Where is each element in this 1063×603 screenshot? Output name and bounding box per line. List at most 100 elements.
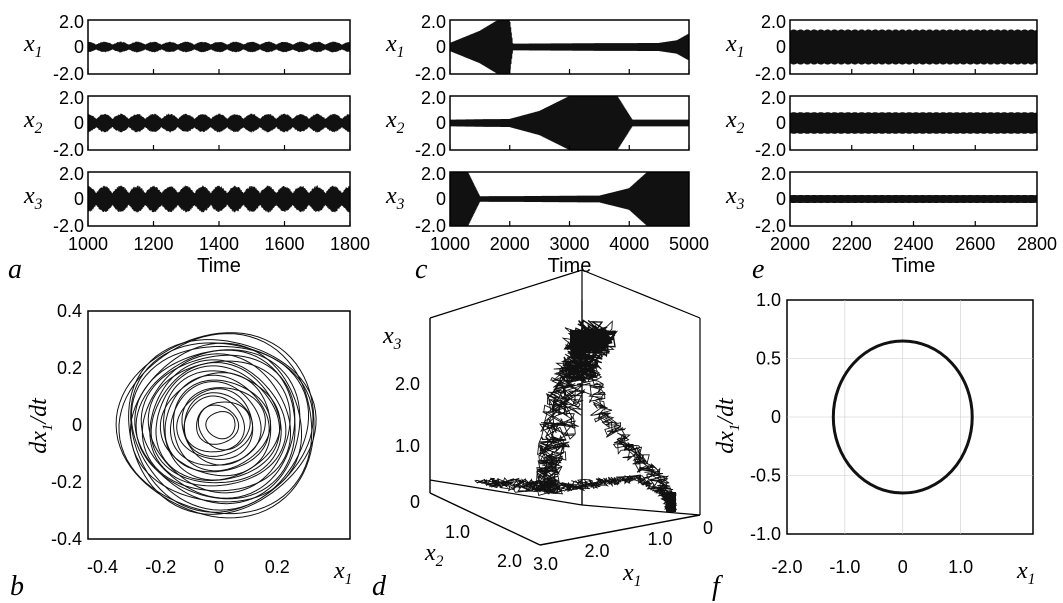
x1-tick-label: 1.0 [647, 529, 672, 549]
y-tick-label: 0 [776, 189, 786, 209]
attractor-dense-end [666, 492, 676, 512]
x-tick-label: -2.0 [771, 557, 802, 577]
signal-trace [789, 29, 1038, 65]
trajectory-ring [135, 349, 296, 500]
y-tick-label: 2.0 [761, 164, 786, 184]
trajectory-ring [129, 342, 302, 503]
box-edge [429, 479, 583, 506]
signal-trace [449, 171, 690, 227]
signal-trace [449, 95, 690, 151]
y-tick-label: 2.0 [59, 88, 84, 108]
x1-tick-label: 3.0 [533, 554, 558, 574]
trajectory-ring [197, 401, 251, 451]
x2-axis [429, 492, 541, 546]
trajectory-ring [155, 365, 281, 482]
panel-e-row-x1: 2.0 0 -2.0 x1 [725, 12, 1038, 84]
y-tick-label: 0 [74, 37, 84, 57]
series-label: x2 [725, 107, 745, 137]
y-tick-label: 0 [74, 113, 84, 133]
x-tick-label: 0 [214, 557, 224, 577]
y-tick-label: 2.0 [421, 164, 446, 184]
panel-f: -2.0 -1.0 0 1.0 1.0 0.5 0 -0.5 -1.0 x1 dx1/dt f [712, 290, 1035, 602]
y-tick-label: -0.4 [51, 529, 82, 549]
y-tick-label: -2.0 [755, 216, 786, 236]
x-tick-label: 0 [898, 557, 908, 577]
box-edge [581, 269, 701, 319]
panel-d: x3 2.0 1.0 0 1.0 2.0 x2 3.0 2.0 1.0 0 x1 d [372, 269, 713, 602]
x-tick-label: 1400 [199, 234, 239, 254]
y-tick-label: 0.2 [57, 358, 82, 378]
signal-trace [87, 113, 351, 133]
attractor-sheet [474, 474, 677, 502]
y-tick-label: 0 [74, 189, 84, 209]
panel-letter: b [10, 571, 24, 602]
panel-letter: d [372, 571, 387, 602]
attractor-dense-block [570, 330, 606, 348]
attractor-arm [588, 359, 678, 514]
y-tick-label: 0 [771, 407, 781, 427]
panel-a-row-x3: 2.0 0 -2.0 x3 [23, 164, 351, 236]
y-tick-label: 0 [72, 415, 82, 435]
y-tick-label: 2.0 [59, 164, 84, 184]
x-axis-label: Time [197, 255, 241, 277]
x-tick-label: -1.0 [829, 557, 860, 577]
x-tick-label: 2000 [490, 234, 530, 254]
x1-axis-label: x1 [622, 560, 641, 590]
trajectory-ring [128, 339, 317, 515]
y-tick-label: -2.0 [755, 64, 786, 84]
series-label: x3 [725, 183, 745, 213]
x-axis-label: Time [892, 255, 936, 277]
signal-trace [789, 194, 1038, 204]
panel-e-row-x3: 2.0 0 -2.0 x3 [725, 164, 1038, 236]
panel-b: -0.4 -0.2 0 0.2 0.4 0.2 0 -0.2 -0.4 x1 dx1/dt b [10, 301, 352, 602]
y-tick-label: 0.5 [756, 349, 781, 369]
x-tick-label: 2000 [770, 234, 810, 254]
panel-e: 2.0 0 -2.0 x1 2.0 0 -2.0 x2 2.0 0 -2.0 x3 2000 2200 24… [725, 12, 1057, 285]
x-tick-label: 1000 [68, 234, 108, 254]
panel-a-row-x2: 2.0 0 -2.0 x2 [23, 88, 351, 160]
series-label: x1 [725, 31, 744, 61]
x-axis-label: Time [548, 255, 592, 277]
panel-letter: c [415, 254, 428, 285]
trajectory-ring [183, 392, 253, 457]
x-tick-label: 0.2 [265, 557, 290, 577]
x-tick-label: 1200 [133, 234, 173, 254]
panel-letter: f [712, 571, 723, 602]
panel-c-row-x1: 2.0 0 -2.0 x1 [385, 12, 690, 84]
series-label: x3 [385, 183, 405, 213]
x-tick-label: 1800 [330, 234, 370, 254]
y-tick-label: -0.5 [750, 466, 781, 486]
trajectory-ring [140, 354, 296, 499]
y-tick-label: -0.2 [51, 472, 82, 492]
x-tick-label: 1600 [264, 234, 304, 254]
panel-letter: e [752, 254, 764, 285]
panel-c-row-x2: 2.0 0 -2.0 x2 [385, 88, 690, 160]
signal-trace [789, 112, 1038, 134]
y-tick-label: -2.0 [53, 140, 84, 160]
x-tick-label: -0.4 [87, 557, 118, 577]
y-tick-label: -2.0 [53, 216, 84, 236]
z-tick-label: 2.0 [395, 374, 420, 394]
z-tick-label: 0 [410, 492, 420, 512]
trajectory-ring [205, 411, 236, 440]
y-tick-label: 0 [436, 37, 446, 57]
x2-tick-label: 2.0 [497, 551, 522, 571]
series-label: x1 [23, 31, 42, 61]
limit-cycle [831, 339, 974, 495]
x-tick-label: 3000 [549, 234, 589, 254]
y-tick-label: -2.0 [415, 140, 446, 160]
trajectory-ring [170, 381, 262, 466]
z-axis-label: x3 [382, 323, 402, 353]
panel-a-row-x1: 2.0 0 -2.0 x1 [23, 12, 351, 84]
y-tick-label: 0 [776, 113, 786, 133]
trajectory-ring [115, 332, 315, 519]
x-tick-label: 2200 [832, 234, 872, 254]
series-label: x3 [23, 183, 43, 213]
x2-tick-label: 1.0 [445, 522, 470, 542]
trajectory-ring [173, 379, 271, 472]
y-tick-label: -2.0 [53, 64, 84, 84]
series-label: x1 [385, 31, 404, 61]
trajectory-ring [176, 388, 254, 460]
x1-tick-label: 0 [703, 518, 713, 538]
